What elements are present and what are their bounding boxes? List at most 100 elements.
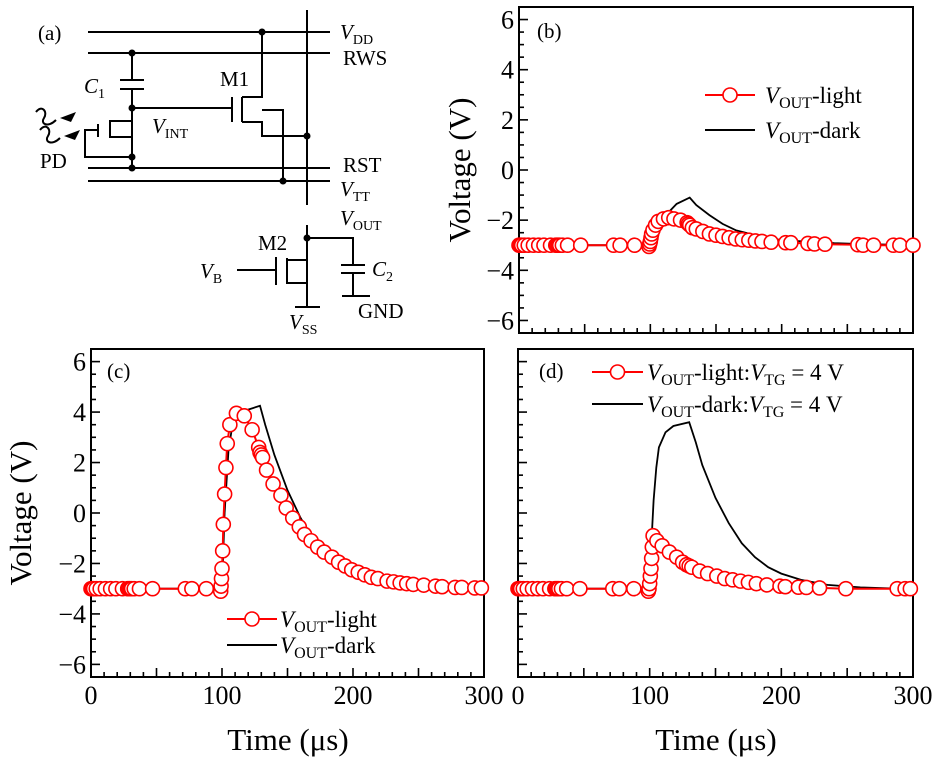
legend-item-light: VOUT-light [705,83,862,112]
x-tick-label: 0 [85,681,98,710]
legend-item-dark: VOUT-dark [705,118,861,147]
legend-item-dark: VOUT-dark [227,633,376,662]
x-axis-title-d: Time (μs) [655,722,776,757]
x-tick-label: 200 [762,681,801,710]
chart-panel-d: 0 100 200 300(d) VOUT-light:VTG = 4 VVOUT-da… [510,348,933,710]
x-tick-label: 0 [512,681,525,710]
panel-label-c: (c) [107,359,130,383]
y-tick-label: 0 [73,499,86,528]
legend-label: VOUT-light [280,607,377,636]
legend-label-part: V [750,360,767,385]
label-m1: M1 [220,67,249,91]
legend-label-part: -dark [812,118,861,143]
legend-label: VOUT-dark:VTG = 4 V [647,392,843,421]
light-wave-icon [35,107,61,144]
legend-label-part: TG [764,372,786,389]
legend-label: VOUT-light [765,83,862,112]
legend-label-part: V [647,392,664,417]
y-tick-label: −2 [58,549,86,578]
y-tick-label: −4 [486,256,514,285]
legend-label-part: = 4 V [784,392,843,417]
data-point [905,237,921,254]
x-tick-label: 200 [334,681,373,710]
legend: VOUT-light:VTG = 4 V VOUT-dark:VTG = 4 V [592,360,844,421]
data-point [759,577,775,593]
data-point [144,580,161,597]
panel-label-a: (a) [38,21,61,45]
legend-label-part: V [765,118,782,143]
data-point [265,476,281,492]
data-point [219,435,236,452]
legend-label-part: V [765,83,782,108]
panel-label-b: (b) [537,19,562,43]
y-tick-label: −2 [486,206,514,235]
legend-label-part: OUT [294,619,327,636]
data-point [626,580,642,597]
series-light [83,405,490,600]
light-arrow-icon [60,112,80,140]
legend-item-light: VOUT-light:VTG = 4 V [592,360,844,389]
data-point [777,578,794,595]
dark-line [518,421,913,590]
legend-label-part: V [647,360,664,385]
label-c2: C2 [372,257,393,285]
legend-item-dark: VOUT-dark:VTG = 4 V [592,392,843,421]
y-tick-label: −6 [486,306,514,335]
label-vtt: VTT [340,177,370,205]
label-m2: M2 [258,231,287,255]
label-rst: RST [343,153,382,177]
data-point [184,580,200,597]
legend-label-part: OUT [294,645,327,662]
legend-item-light: VOUT-light [227,607,377,636]
label-gnd: GND [358,299,404,323]
y-tick-label: 2 [501,106,514,135]
data-point [611,580,628,597]
label-pd: PD [40,149,67,173]
legend-label: VOUT-dark [280,633,376,662]
label-vdd: VDD [340,20,373,48]
panel-label-d: (d) [539,359,564,383]
circuit-wires [35,10,370,308]
y-axis-title-c: Voltage (V) [3,441,38,586]
legend-label-part: -light [812,83,862,108]
series-dark [518,421,913,590]
y-tick-label: 4 [501,56,514,85]
legend-label-part: OUT [779,130,812,147]
label-vb: VB [200,259,222,287]
x-tick-label: 300 [894,681,933,710]
data-point [763,234,779,251]
legend-label: VOUT-light:VTG = 4 V [647,360,844,389]
data-point [572,237,589,254]
data-point [214,560,230,577]
data-point [244,421,260,438]
x-tick-label: 300 [465,681,504,710]
legend-label-part: V [749,392,766,417]
data-point [222,416,238,433]
data-point [798,579,815,596]
data-point [865,237,882,254]
legend-label-part: -light [327,607,377,632]
y-tick-label: 6 [73,348,86,377]
data-point [558,580,575,597]
legend-label: VOUT-dark [765,118,861,147]
data-point [612,237,628,254]
plot-frame [518,6,914,334]
y-tick-label: 6 [501,6,514,35]
y-tick-label: −4 [58,600,86,629]
legend-swatch-marker [609,364,626,380]
y-tick-label: 2 [73,449,86,478]
data-point [817,236,833,253]
data-point [572,580,588,597]
label-vout: VOUT [340,206,382,234]
legend-label-part: V [280,633,297,658]
data-point [453,579,470,596]
data-point [559,237,576,254]
data-point [216,486,233,502]
data-point [434,578,450,595]
data-point [626,237,643,254]
